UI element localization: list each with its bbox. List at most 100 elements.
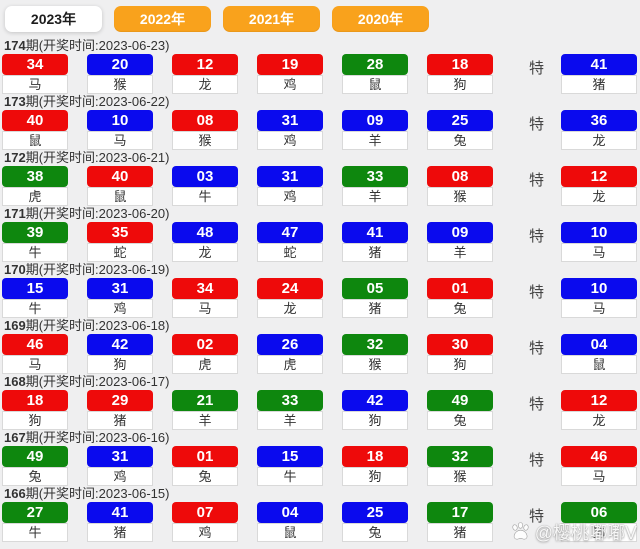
ball-number: 12 xyxy=(172,54,238,75)
ball-number: 28 xyxy=(342,54,408,75)
number-cell: 31 鸡 xyxy=(257,110,323,150)
zodiac-label: 羊 xyxy=(257,411,323,430)
zodiac-label: 虎 xyxy=(2,187,68,206)
zodiac-label: 猴 xyxy=(172,131,238,150)
number-cell: 41 猪 xyxy=(342,222,408,262)
zodiac-label: 鸡 xyxy=(87,467,153,486)
ball-number: 07 xyxy=(172,502,238,523)
number-cell: 03 牛 xyxy=(172,166,238,206)
number-cell: 29 猪 xyxy=(87,390,153,430)
ball-number: 40 xyxy=(2,110,68,131)
zodiac-label: 牛 xyxy=(257,467,323,486)
special-number-cell: 46 马 xyxy=(561,446,637,486)
zodiac-label: 马 xyxy=(561,467,637,486)
tab-year-2021[interactable]: 2021年 xyxy=(223,6,320,32)
zodiac-label: 马 xyxy=(87,131,153,150)
draw-time: 期(开奖时间:2023-06-17) xyxy=(25,374,170,389)
number-row: 18 狗 29 猪 21 羊 33 羊 42 狗 49 兔特 12 龙 xyxy=(2,390,638,430)
zodiac-label: 猴 xyxy=(342,355,408,374)
zodiac-label: 马 xyxy=(2,75,68,94)
draw-time: 期(开奖时间:2023-06-19) xyxy=(25,262,170,277)
number-row: 15 牛 31 鸡 34 马 24 龙 05 猪 01 兔特 10 马 xyxy=(2,278,638,318)
draw-row: 166期(开奖时间:2023-06-15) 27 牛 41 猪 07 鸡 04 鼠 25 兔 17 猪特… xyxy=(2,486,638,542)
ball-number: 08 xyxy=(427,166,493,187)
zodiac-label: 羊 xyxy=(342,187,408,206)
number-cell: 35 蛇 xyxy=(87,222,153,262)
draw-row: 171期(开奖时间:2023-06-20) 39 牛 35 蛇 48 龙 47 蛇 41 猪 09 羊特… xyxy=(2,206,638,262)
draw-header: 172期(开奖时间:2023-06-21) xyxy=(2,150,638,166)
ball-number: 18 xyxy=(2,390,68,411)
zodiac-label: 牛 xyxy=(2,299,68,318)
number-cell: 26 虎 xyxy=(257,334,323,374)
ball-number: 10 xyxy=(561,222,637,243)
number-cell: 48 龙 xyxy=(172,222,238,262)
zodiac-label: 蛇 xyxy=(257,243,323,262)
number-cell: 17 猪 xyxy=(427,502,493,542)
draw-period: 173 xyxy=(4,94,26,109)
number-row: 27 牛 41 猪 07 鸡 04 鼠 25 兔 17 猪特 06 狗 xyxy=(2,502,638,542)
number-cell: 42 狗 xyxy=(342,390,408,430)
draw-header: 173期(开奖时间:2023-06-22) xyxy=(2,94,638,110)
zodiac-label: 龙 xyxy=(561,187,637,206)
zodiac-label: 虎 xyxy=(257,355,323,374)
ball-number: 32 xyxy=(342,334,408,355)
ball-number: 42 xyxy=(342,390,408,411)
zodiac-label: 牛 xyxy=(2,243,68,262)
draw-header: 170期(开奖时间:2023-06-19) xyxy=(2,262,638,278)
ball-number: 48 xyxy=(172,222,238,243)
ball-number: 34 xyxy=(172,278,238,299)
draw-row: 174期(开奖时间:2023-06-23) 34 马 20 猴 12 龙 19 鸡 28 鼠 18 狗 特… xyxy=(2,38,638,94)
ball-number: 06 xyxy=(561,502,637,523)
number-cell: 27 牛 xyxy=(2,502,68,542)
draw-time: 期(开奖时间:2023-06-21) xyxy=(25,150,170,165)
zodiac-label: 猪 xyxy=(87,411,153,430)
tab-year-2022[interactable]: 2022年 xyxy=(114,6,211,32)
draw-header: 171期(开奖时间:2023-06-20) xyxy=(2,206,638,222)
zodiac-label: 马 xyxy=(561,299,637,318)
number-cell: 01 兔 xyxy=(427,278,493,318)
zodiac-label: 鸡 xyxy=(87,299,153,318)
number-cell: 34 马 xyxy=(2,54,68,94)
special-number-cell: 10 马 xyxy=(561,222,637,262)
tab-year-2023[interactable]: 2023年 xyxy=(5,6,102,32)
zodiac-label: 兔 xyxy=(427,299,493,318)
ball-number: 41 xyxy=(561,54,637,75)
number-cell: 08 猴 xyxy=(172,110,238,150)
number-cell: 19 鸡 xyxy=(257,54,323,94)
special-marker: 特 xyxy=(528,340,544,357)
zodiac-label: 马 xyxy=(2,355,68,374)
ball-number: 18 xyxy=(342,446,408,467)
ball-number: 17 xyxy=(427,502,493,523)
zodiac-label: 龙 xyxy=(561,411,637,430)
number-cell: 18 狗 xyxy=(2,390,68,430)
ball-number: 24 xyxy=(257,278,323,299)
number-cell: 02 虎 xyxy=(172,334,238,374)
ball-number: 46 xyxy=(561,446,637,467)
ball-number: 08 xyxy=(172,110,238,131)
draw-header: 174期(开奖时间:2023-06-23) xyxy=(2,38,638,54)
draw-header: 166期(开奖时间:2023-06-15) xyxy=(2,486,638,502)
draw-row: 170期(开奖时间:2023-06-19) 15 牛 31 鸡 34 马 24 龙 05 猪 01 兔特… xyxy=(2,262,638,318)
draw-period: 167 xyxy=(4,430,26,445)
number-cell: 49 兔 xyxy=(2,446,68,486)
number-cell: 31 鸡 xyxy=(257,166,323,206)
ball-number: 31 xyxy=(257,110,323,131)
draw-header: 169期(开奖时间:2023-06-18) xyxy=(2,318,638,334)
ball-number: 05 xyxy=(342,278,408,299)
draw-period: 172 xyxy=(4,150,26,165)
zodiac-label: 猴 xyxy=(87,75,153,94)
zodiac-label: 鸡 xyxy=(257,187,323,206)
number-cell: 24 龙 xyxy=(257,278,323,318)
zodiac-label: 兔 xyxy=(2,467,68,486)
number-row: 46 马 42 狗 02 虎 26 虎 32 猴 30 狗特 04 鼠 xyxy=(2,334,638,374)
zodiac-label: 猪 xyxy=(427,523,493,542)
draw-header: 167期(开奖时间:2023-06-16) xyxy=(2,430,638,446)
zodiac-label: 马 xyxy=(561,243,637,262)
ball-number: 09 xyxy=(427,222,493,243)
number-cell: 46 马 xyxy=(2,334,68,374)
zodiac-label: 龙 xyxy=(172,75,238,94)
tab-year-2020[interactable]: 2020年 xyxy=(332,6,429,32)
ball-number: 42 xyxy=(87,334,153,355)
number-cell: 40 鼠 xyxy=(87,166,153,206)
number-cell: 09 羊 xyxy=(427,222,493,262)
